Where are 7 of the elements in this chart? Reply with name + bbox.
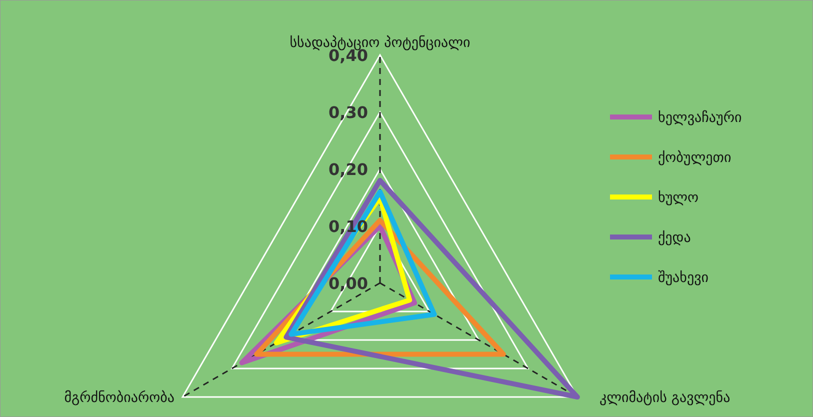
legend-label: შუახევი [658,270,709,286]
legend-label: ხელვაჩაური [658,110,742,126]
legend-label: ხულო [658,190,699,206]
spoke-label: კლიმატის გავლენა [599,390,730,406]
legend-label: ქობულეთი [658,150,732,166]
legend-label: ქედა [658,230,691,246]
spoke-label: მგრძნობიარობა [64,390,175,406]
